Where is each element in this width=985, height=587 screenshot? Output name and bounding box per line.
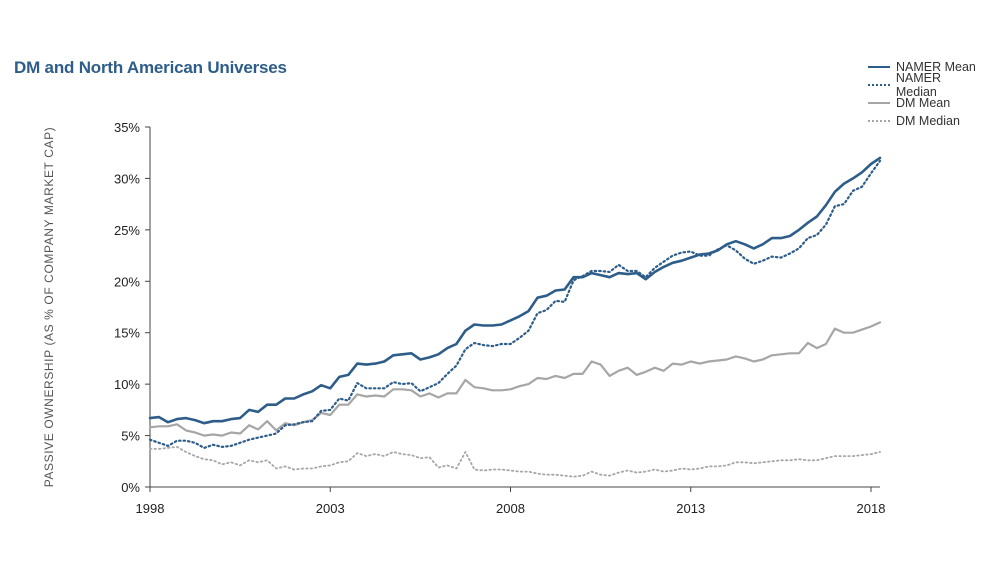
x-tick-label: 2013 bbox=[676, 501, 705, 516]
y-tick-label: 30% bbox=[114, 171, 140, 186]
series-line-dm-median bbox=[149, 445, 881, 478]
y-tick-label: 20% bbox=[114, 274, 140, 289]
x-tick-label: 2003 bbox=[316, 501, 345, 516]
series-line-namer-median bbox=[148, 159, 882, 449]
y-tick-label: 35% bbox=[114, 120, 140, 135]
legend-swatch-dm-median bbox=[868, 120, 890, 122]
legend-item-dm-median: DM Median bbox=[868, 112, 985, 130]
series-line-dm-mean bbox=[148, 321, 882, 437]
legend-label-namer-median: NAMER Median bbox=[895, 71, 942, 99]
y-tick-label: 25% bbox=[114, 223, 140, 238]
legend-item-dm-mean: DM Mean bbox=[868, 94, 985, 112]
legend-label-namer-mean: NAMER Mean bbox=[896, 60, 976, 74]
series-line-namer-mean bbox=[148, 156, 882, 425]
y-tick-label: 0% bbox=[121, 480, 140, 495]
x-tick-label: 2008 bbox=[496, 501, 525, 516]
y-tick-label: 5% bbox=[121, 429, 140, 444]
x-tick-label: 1998 bbox=[136, 501, 165, 516]
y-tick-label: 15% bbox=[114, 326, 140, 341]
chart-legend: NAMER Mean NAMER Median DM Mean DM Media… bbox=[868, 58, 985, 130]
legend-item-namer-mean: NAMER Mean bbox=[868, 58, 985, 76]
chart-title: DM and North American Universes bbox=[14, 58, 287, 77]
y-tick-label: 10% bbox=[114, 377, 140, 392]
legend-swatch-dm-mean bbox=[868, 102, 890, 104]
x-tick-label: 2018 bbox=[857, 501, 886, 516]
legend-swatch-namer-median bbox=[868, 84, 890, 86]
y-axis-label: PASSIVE OWNERSHIP (AS % OF COMPANY MARKE… bbox=[42, 127, 56, 488]
legend-label-dm-median: DM Median bbox=[896, 114, 960, 128]
legend-label-dm-mean: DM Mean bbox=[896, 96, 951, 110]
legend-swatch-namer-mean bbox=[868, 66, 890, 68]
legend-item-namer-median: NAMER Median bbox=[868, 71, 985, 99]
